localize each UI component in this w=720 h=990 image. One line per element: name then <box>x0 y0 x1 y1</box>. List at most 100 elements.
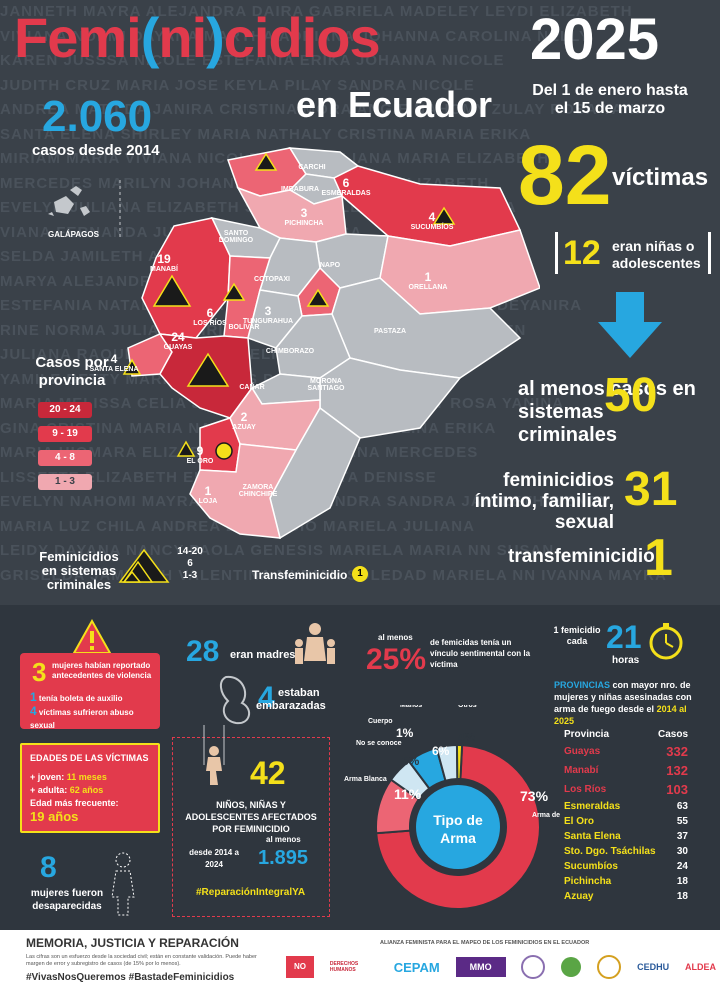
province-value: 6 <box>342 176 350 190</box>
province-label: ZAMORA CHINCHIPE <box>228 484 288 498</box>
province-value: 6 <box>206 306 214 320</box>
criminal-legend-ranges: 14-20 6 1-3 <box>177 546 203 581</box>
province-label: 19 MANABÍ <box>134 252 194 273</box>
province-label: 6 ESMERALDAS <box>316 176 376 197</box>
pregnant-label: estaban embarazadas <box>256 687 326 712</box>
freq-label: 1 femicidio cada <box>553 625 601 646</box>
logo-circle-3 <box>597 955 622 979</box>
province-bolivar <box>247 289 303 349</box>
background-name-line: LEIDY DAYANA NANCY PAOLA GENESIS MARIELA… <box>0 542 555 559</box>
galapagos-label: GALÁPAGOS <box>48 230 99 239</box>
table-cell-cases: 332 <box>666 744 688 759</box>
warning-num: 3 <box>32 657 47 687</box>
table-row: Esmeraldas 63 <box>564 799 688 814</box>
pie-percent-label: 4% <box>458 730 476 744</box>
girls-box <box>555 232 711 274</box>
table-cell-cases: 18 <box>676 891 688 902</box>
pie-percent-label: 73% <box>520 788 549 804</box>
pie-percent-label: 5% <box>402 754 420 768</box>
pie-category-label: Manos <box>400 705 422 709</box>
victims-label: víctimas <box>612 164 709 191</box>
province-value: 2 <box>240 410 248 424</box>
province-name: LOJA <box>198 498 218 505</box>
date-range: Del 1 de enero hasta el 15 de marzo <box>532 82 688 117</box>
province-label: 1 ORELLANA <box>398 270 458 291</box>
freq-num: 21 <box>606 619 642 655</box>
pregnant-num: 4 <box>258 681 275 714</box>
pct-value: 25% <box>366 643 427 676</box>
province-value: 9 <box>196 444 204 458</box>
family-icon <box>295 623 335 664</box>
bottom-section: 3 mujeres habían reportado antecedentes … <box>0 605 720 930</box>
mothers-label: eran madres <box>230 649 296 661</box>
logo-derechos: DERECHOS HUMANOS <box>329 961 359 973</box>
table-cell-province: Esmeraldas <box>564 801 621 812</box>
province-label: 3 TUNGURAHUA <box>238 304 298 325</box>
table-row: Azuay 18 <box>564 889 688 904</box>
province-label: CARCHI <box>282 164 342 171</box>
province-name: GUAYAS <box>163 344 193 351</box>
warning-sub: 1 tenía boleta de auxilio 4 víctimas suf… <box>30 690 134 731</box>
province-value: 4 <box>110 352 118 366</box>
province-loja <box>189 443 298 539</box>
legend-title: Casos por provincia <box>35 354 109 389</box>
pct-pre: al menos <box>378 633 413 642</box>
provinces-title: PROVINCIAS con mayor nro. de mujeres y n… <box>554 680 692 726</box>
province-label: SANTO DOMINGO <box>206 230 266 244</box>
legend-range: 20 - 24 <box>38 402 92 418</box>
table-cell-province: Santa Elena <box>564 831 621 842</box>
transfemicide-legend-label: Transfeminicidio <box>252 568 348 582</box>
stopwatch-icon <box>649 623 683 660</box>
province-name: ZAMORA CHINCHIPE <box>238 484 278 498</box>
transfem-label: transfeminicidio <box>508 546 655 567</box>
children-since: desde 2014 a 2024 <box>189 848 239 869</box>
ages-title: EDADES DE LAS VÍCTIMAS <box>30 753 149 763</box>
legend-range: 1 - 3 <box>38 474 92 490</box>
criminal-label: al menos casos en sistemas criminales <box>518 378 696 446</box>
province-label: CAÑAR <box>222 384 282 391</box>
children-box <box>172 737 330 917</box>
table-row: Guayas 332 <box>564 742 688 761</box>
table-cell-province: Guayas <box>564 746 601 757</box>
table-cell-cases: 103 <box>666 782 688 797</box>
transfemicide-marker <box>215 442 233 460</box>
province-label: COTOPAXI <box>242 276 302 283</box>
background-name-line: ANDREA MATILDA JANIRA CRISTINA MORA ANGI… <box>0 101 665 118</box>
province-name: CARCHI <box>298 164 326 171</box>
table-cell-province: Sucumbíos <box>564 861 618 872</box>
pie-percent-label: 6% <box>432 744 450 758</box>
province-label: PASTAZA <box>360 328 420 335</box>
province-name: PICHINCHA <box>284 220 324 227</box>
footer-alliance: ALIANZA FEMINISTA PARA EL MAPEO DE LOS F… <box>380 940 590 946</box>
logo-mmo: MMO <box>455 957 506 977</box>
pie-category-label: Cuerpo <box>368 718 393 725</box>
children-label: NIÑOS, NIÑAS Y ADOLESCENTES AFECTADOS PO… <box>185 800 317 834</box>
disappeared-label: mujeres fueron desaparecidas <box>30 888 104 912</box>
pie-category-label: Otros <box>458 705 477 709</box>
table-row: Sto. Dgo. Tsáchilas 30 <box>564 844 688 859</box>
table-row: Los Ríos 103 <box>564 780 688 799</box>
background-name-line: VIVIANA NOEMI DAYANA MARTHA ADRIANA JOHA… <box>0 27 590 45</box>
table-row: Sucumbíos 24 <box>564 859 688 874</box>
weapons-pie-chart: Tipo de Arma 73% Arma de fuego 11% Arma Blanc… <box>344 705 560 910</box>
province-label: MORONA SANTIAGO <box>296 378 356 392</box>
province-name: CHIMBORAZO <box>265 348 315 355</box>
pie-title: Tipo de <box>433 812 483 828</box>
table-cell-cases: 24 <box>676 861 688 872</box>
table-cell-cases: 37 <box>676 831 688 842</box>
province-label: 6 LOS RÍOS <box>180 306 240 327</box>
warning-box: 3 mujeres habían reportado antecedentes … <box>20 653 160 731</box>
province-name: LOS RÍOS <box>193 320 227 327</box>
province-value: 1 <box>204 484 212 498</box>
table-cell-province: Manabí <box>564 765 599 776</box>
province-value: 1 <box>424 270 432 284</box>
mothers-num: 28 <box>186 635 220 668</box>
pie-slice <box>375 744 541 910</box>
table-cell-cases: 30 <box>676 846 688 857</box>
criminal-markers <box>122 152 456 457</box>
province-name: COTOPAXI <box>254 276 290 283</box>
disappeared-num: 8 <box>40 851 57 884</box>
table-cell-cases: 18 <box>676 876 688 887</box>
legend-range: 9 - 19 <box>38 426 92 442</box>
